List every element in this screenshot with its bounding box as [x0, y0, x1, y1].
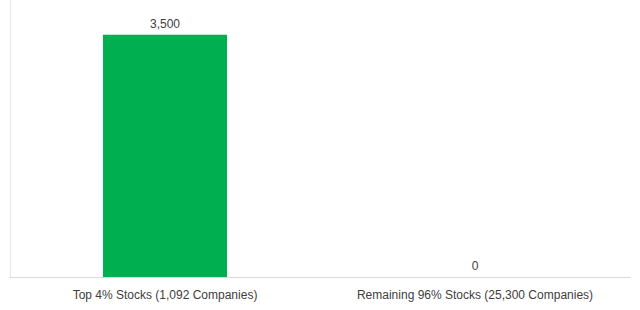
svg-text:Top 4% Stocks (1,092 Companies: Top 4% Stocks (1,092 Companies) — [73, 288, 258, 302]
svg-text:0: 0 — [472, 259, 479, 273]
svg-text:Remaining 96% Stocks (25,300 C: Remaining 96% Stocks (25,300 Companies) — [357, 288, 593, 302]
svg-text:3,500: 3,500 — [150, 17, 180, 31]
